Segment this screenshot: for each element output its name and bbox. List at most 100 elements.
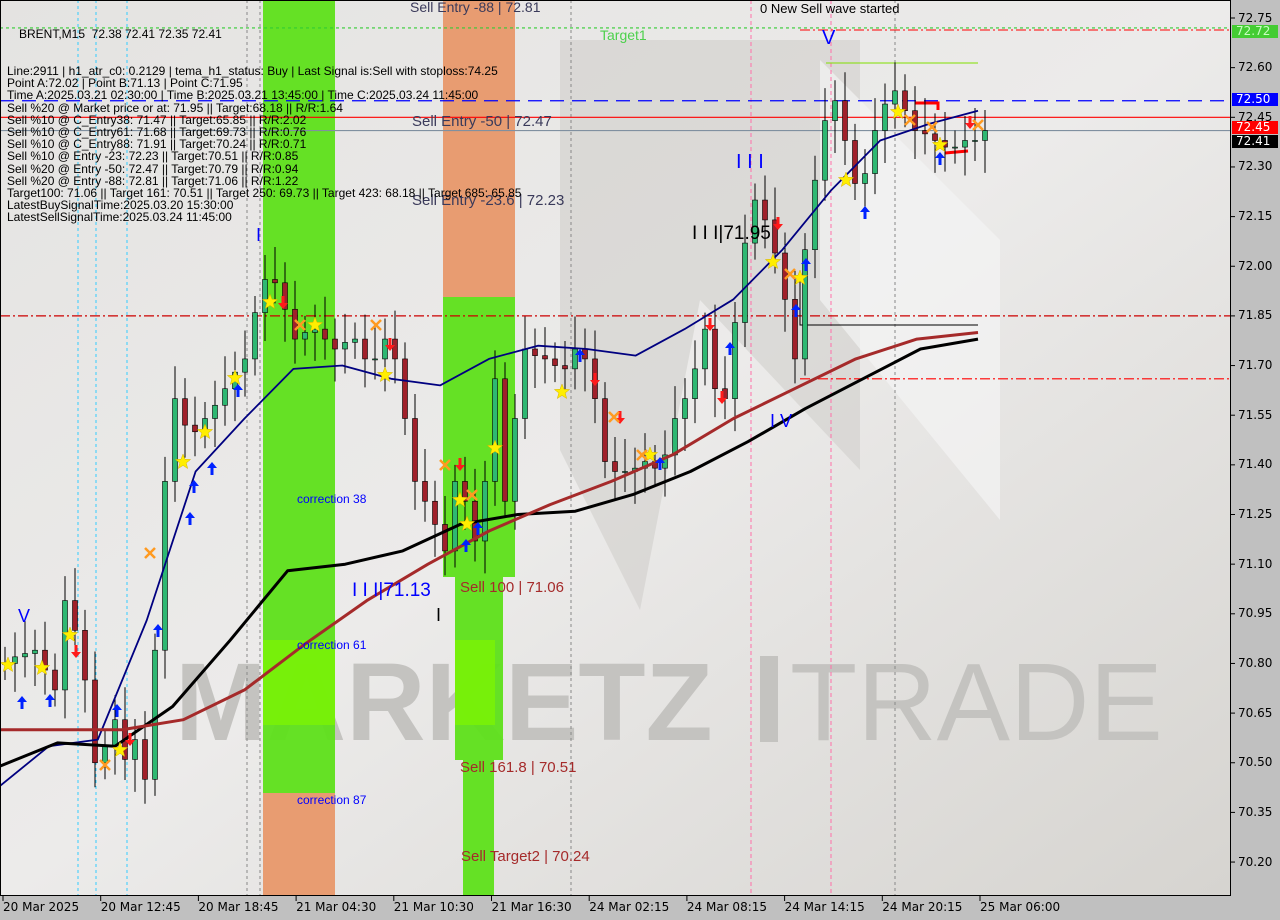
star-signal-icon [261, 293, 279, 310]
candle-body [312, 328, 318, 333]
info-line: Sell %10 @ Entry -23: 72.23 || Target:70… [7, 149, 299, 164]
candle-body [812, 179, 818, 251]
info-line: Sell %10 @ C_Entry61: 71.68 || Target:69… [7, 124, 307, 139]
exit-cross-icon [784, 268, 796, 280]
candle [402, 342, 408, 436]
star-signal-icon [931, 136, 949, 153]
signal-box [944, 149, 969, 155]
candle-body [12, 656, 18, 664]
candle-body [182, 398, 188, 426]
candle-body [402, 358, 408, 419]
candle-body [822, 120, 828, 181]
y-tick-label: 71.70 [1238, 358, 1273, 373]
candle [492, 350, 498, 506]
candle-body [482, 481, 488, 542]
buy-arrow-icon [461, 539, 471, 552]
candle-body [892, 90, 898, 105]
candle [442, 495, 448, 576]
candle-body [492, 378, 498, 482]
candle [682, 378, 688, 451]
candle-body [562, 365, 568, 370]
candle [392, 310, 398, 384]
exit-cross-icon [466, 489, 478, 501]
candle [702, 312, 708, 386]
exit-cross-icon [608, 411, 620, 423]
candle-body [972, 140, 978, 142]
y-tick-label: 72.60 [1238, 60, 1273, 75]
candle [692, 340, 698, 424]
y-tick-label: 71.85 [1238, 308, 1273, 323]
candle [712, 304, 718, 418]
candle-body [732, 322, 738, 399]
y-tick-label: 72.00 [1238, 258, 1273, 273]
signal-zone [263, 793, 335, 895]
candle [912, 86, 918, 160]
moving-average-line [0, 331, 979, 732]
annotation-correction-61: correction 61 [297, 638, 367, 652]
candle [512, 394, 518, 530]
candle-body [392, 338, 398, 360]
sell-arrow-icon [590, 373, 600, 386]
candle-body [682, 398, 688, 419]
exit-cross-icon [972, 119, 984, 131]
candle-body [212, 404, 218, 419]
candle [842, 72, 848, 165]
sell-arrow-icon [773, 217, 783, 230]
star-signal-icon [61, 626, 79, 643]
sell-arrow-icon [385, 338, 395, 351]
candle [242, 330, 248, 397]
candle-body [362, 338, 368, 360]
buy-arrow-icon [153, 624, 163, 637]
buy-arrow-icon [189, 480, 199, 493]
candle-body [842, 100, 848, 141]
info-line: Line:2911 | h1_atr_c0: 0.2129 | tema_h1_… [7, 64, 498, 78]
annotation-sell-100: Sell 100 | 71.06 [460, 579, 564, 596]
info-line: Point A:72.02 | Point B:71.13 | Point C:… [7, 76, 243, 91]
candle-body [982, 130, 988, 141]
x-tick-label: 20 Mar 18:45 [198, 900, 279, 914]
x-tick-label: 21 Mar 16:30 [491, 900, 572, 914]
candle-body [62, 600, 68, 691]
watermark-divider [760, 656, 778, 742]
y-tick-label: 71.10 [1238, 556, 1273, 571]
candle [382, 318, 388, 392]
candle-body [752, 199, 758, 244]
candle [32, 629, 38, 686]
star-signal-icon [889, 103, 907, 120]
candle-body [292, 308, 298, 340]
candle-body [552, 358, 558, 366]
candle-body [112, 719, 118, 747]
candle [952, 130, 958, 164]
candle-body [742, 242, 748, 323]
annotation-wave-v-top: V [822, 27, 836, 49]
candle-body [152, 649, 158, 780]
candle-body [962, 140, 968, 148]
star-signal-icon [837, 171, 855, 188]
candle [862, 149, 868, 212]
price-tag: 72.45 [1232, 121, 1278, 134]
info-line: Sell %20 @ Entry -88: 72.81 || Target:71… [7, 173, 299, 188]
candle [362, 314, 368, 388]
price-tag: 72.50 [1232, 93, 1278, 106]
candle [802, 233, 808, 376]
candle-body [502, 378, 508, 502]
buy-arrow-icon [45, 694, 55, 707]
exit-cross-icon [99, 759, 111, 771]
candle [432, 480, 438, 557]
candle-body [612, 461, 618, 472]
candle-body [382, 338, 388, 360]
exit-cross-icon [636, 449, 648, 461]
candle-body [102, 745, 108, 764]
y-tick-label: 71.55 [1238, 407, 1273, 422]
info-panel: BRENT,M15 72.38 72.41 72.35 72.41 Line:2… [7, 4, 521, 223]
candle [792, 270, 798, 384]
info-line: Sell %10 @ C_Entry38: 71.47 || Target:65… [7, 112, 307, 127]
annotation-sell-entry-88: Sell Entry -88 | 72.81 [410, 0, 541, 15]
star-signal-icon [486, 439, 504, 456]
exit-cross-icon [904, 114, 916, 126]
star-signal-icon [111, 741, 129, 758]
buy-arrow-icon [473, 522, 483, 535]
info-line: Target100: 71.06 || Target 161: 70.51 ||… [7, 185, 522, 200]
candle-body [92, 679, 98, 764]
